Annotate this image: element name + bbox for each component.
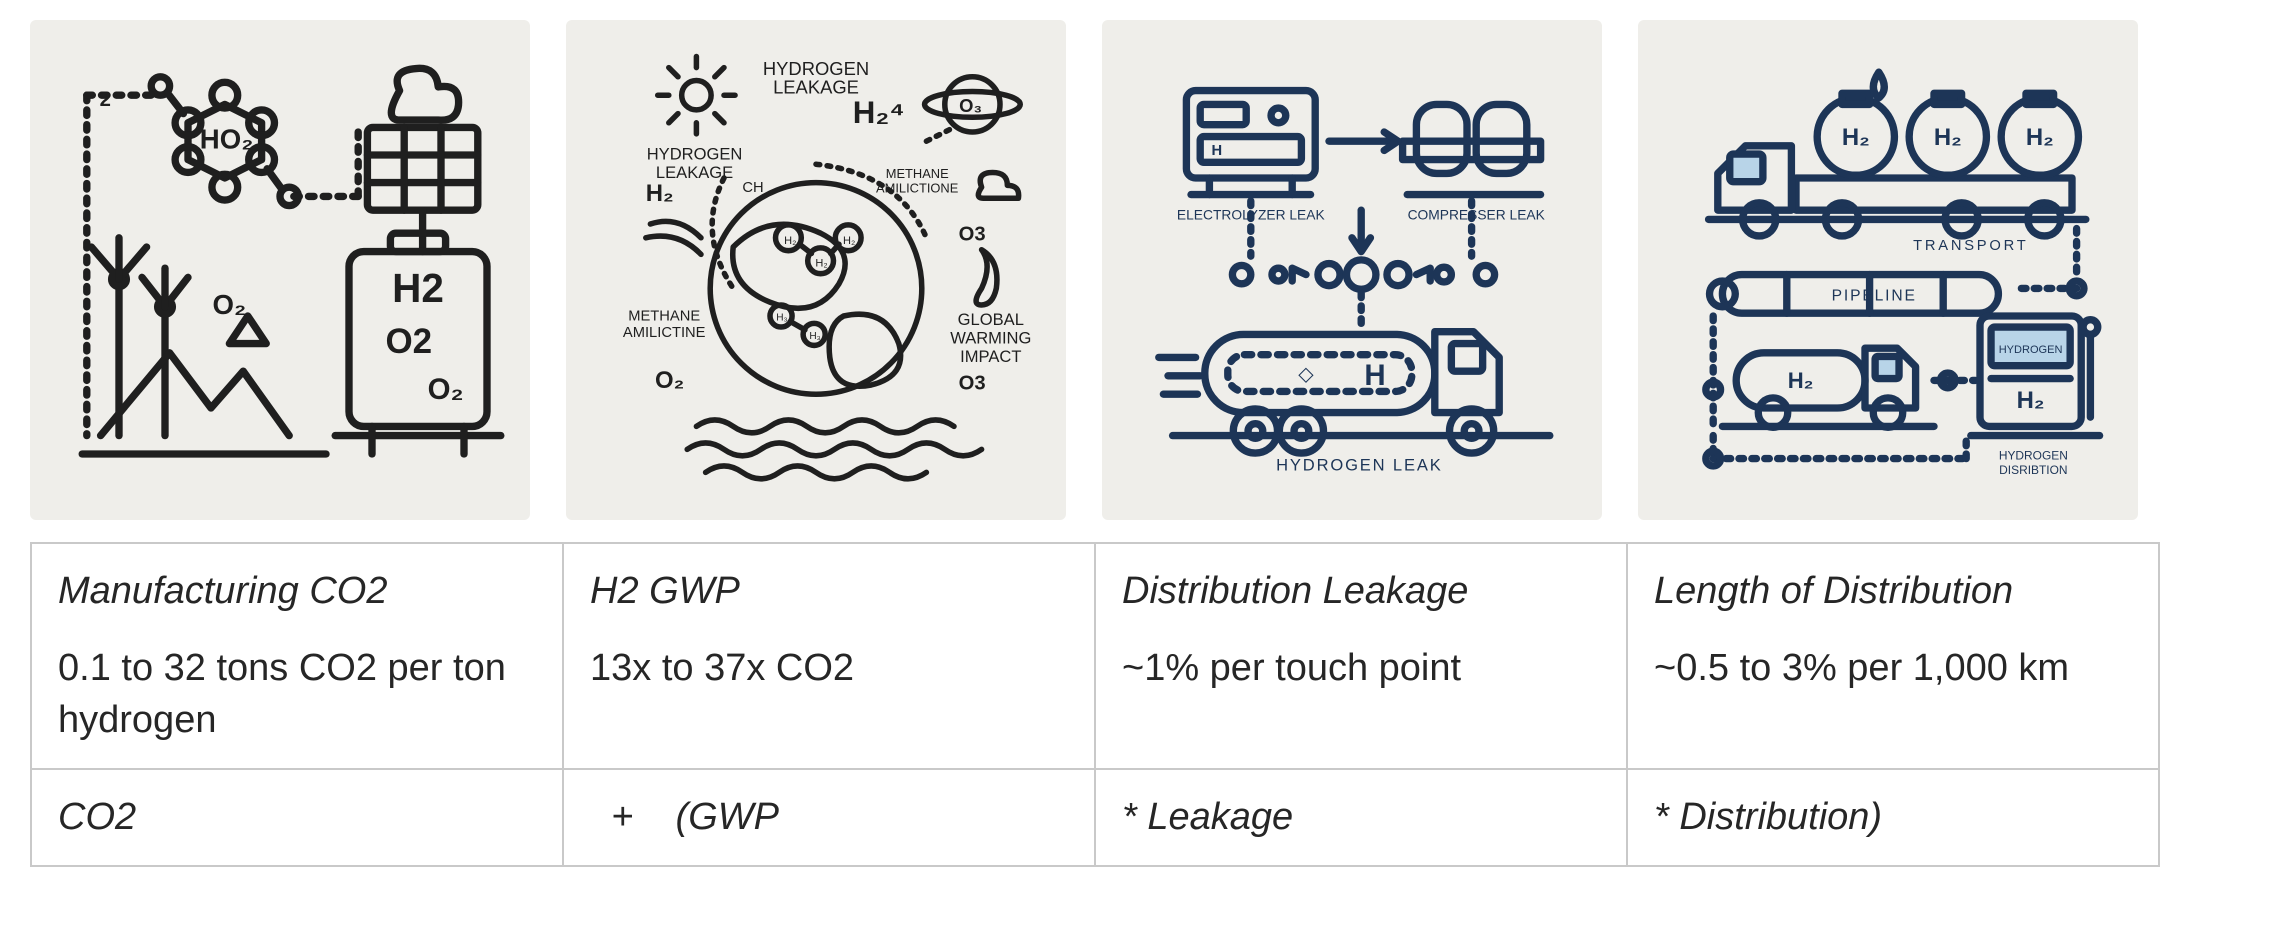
value-0: 0.1 to 32 tons CO2 per ton hydrogen xyxy=(58,643,536,746)
svg-text:O3: O3 xyxy=(959,224,986,246)
svg-text:H: H xyxy=(1364,359,1385,392)
svg-text:AMILICTINE: AMILICTINE xyxy=(623,325,706,341)
formula-1: + (GWP xyxy=(563,769,1095,866)
card-distribution: H₂ H₂ H₂ H₂ H₂ TRANSPORT PIPELINE HYDROG… xyxy=(1638,20,2138,520)
cell-1: H2 GWP 13x to 37x CO2 xyxy=(563,543,1095,769)
label-3: Length of Distribution xyxy=(1654,566,2132,617)
svg-text:METHANE: METHANE xyxy=(628,309,700,325)
svg-text:H₂: H₂ xyxy=(1788,368,1814,393)
svg-text:PIPELINE: PIPELINE xyxy=(1832,287,1917,304)
info-table: Manufacturing CO2 0.1 to 32 tons CO2 per… xyxy=(30,542,2160,867)
svg-text:LEAKAGE: LEAKAGE xyxy=(773,76,859,97)
svg-text:METHANE: METHANE xyxy=(886,166,949,181)
cell-0: Manufacturing CO2 0.1 to 32 tons CO2 per… xyxy=(31,543,563,769)
svg-text:COMPRESSER LEAK: COMPRESSER LEAK xyxy=(1408,207,1546,222)
svg-text:CH: CH xyxy=(742,180,763,196)
svg-text:H₃: H₃ xyxy=(809,331,820,342)
distribution-icon: H₂ H₂ H₂ H₂ H₂ TRANSPORT PIPELINE HYDROG… xyxy=(1658,40,2118,500)
svg-text:H₂: H₂ xyxy=(646,180,674,207)
svg-text:2: 2 xyxy=(100,89,111,111)
value-1: 13x to 37x CO2 xyxy=(590,643,1068,694)
svg-text:H2: H2 xyxy=(392,265,444,311)
row-main: Manufacturing CO2 0.1 to 32 tons CO2 per… xyxy=(31,543,2159,769)
cell-3: Length of Distribution ~0.5 to 3% per 1,… xyxy=(1627,543,2159,769)
svg-text:O3: O3 xyxy=(959,373,986,395)
value-2: ~1% per touch point xyxy=(1122,643,1600,694)
svg-text:H₃: H₃ xyxy=(776,313,787,324)
formula-0: CO2 xyxy=(31,769,563,866)
svg-text:H₂: H₂ xyxy=(815,257,827,269)
svg-text:AMILICTIONE: AMILICTIONE xyxy=(876,181,959,196)
svg-text:H₂: H₂ xyxy=(1934,124,1962,151)
svg-text:O₂: O₂ xyxy=(428,373,464,406)
svg-text:O₃: O₃ xyxy=(959,95,982,116)
row-formula: CO2 + (GWP * Leakage * Distribution) xyxy=(31,769,2159,866)
gwp-icon: HYDROGEN LEAKAGE HYDROGEN LEAKAGE H₂⁴ H₂… xyxy=(586,40,1046,500)
svg-text:TRANSPORT: TRANSPORT xyxy=(1913,238,2028,254)
formula-3: * Distribution) xyxy=(1627,769,2159,866)
svg-text:HYDROGEN LEAK: HYDROGEN LEAK xyxy=(1276,456,1442,475)
card-leakage: ELECTROLYZER LEAK COMPRESSER LEAK HYDROG… xyxy=(1102,20,1602,520)
svg-text:H₂: H₂ xyxy=(2026,124,2054,151)
svg-text:DISRIBTION: DISRIBTION xyxy=(1999,463,2067,477)
svg-text:HYDROGEN: HYDROGEN xyxy=(647,145,743,164)
svg-text:GLOBAL: GLOBAL xyxy=(958,310,1024,329)
manufacturing-icon: 2 HO₂ H2 O2 O₂ O₂ xyxy=(50,40,510,500)
label-2: Distribution Leakage xyxy=(1122,566,1600,617)
cell-2: Distribution Leakage ~1% per touch point xyxy=(1095,543,1627,769)
label-0: Manufacturing CO2 xyxy=(58,566,536,617)
svg-text:H: H xyxy=(1211,143,1222,159)
svg-text:O₂: O₂ xyxy=(213,289,247,320)
svg-text:◇: ◇ xyxy=(1298,363,1314,385)
svg-text:IMPACT: IMPACT xyxy=(960,347,1021,366)
svg-text:HYDROGEN: HYDROGEN xyxy=(1999,449,2068,463)
svg-text:H₂: H₂ xyxy=(1842,124,1870,151)
card-gwp: HYDROGEN LEAKAGE HYDROGEN LEAKAGE H₂⁴ H₂… xyxy=(566,20,1066,520)
svg-text:H₂: H₂ xyxy=(784,235,796,247)
leakage-icon: ELECTROLYZER LEAK COMPRESSER LEAK HYDROG… xyxy=(1122,40,1582,500)
svg-text:O₂: O₂ xyxy=(655,367,684,394)
svg-text:HYDROGEN: HYDROGEN xyxy=(1999,344,2063,356)
svg-text:O2: O2 xyxy=(385,322,432,361)
svg-text:WARMING: WARMING xyxy=(950,329,1031,348)
svg-text:H₂: H₂ xyxy=(843,235,855,247)
formula-2: * Leakage xyxy=(1095,769,1627,866)
svg-text:HO₂: HO₂ xyxy=(200,124,254,155)
svg-text:H₂: H₂ xyxy=(2017,387,2045,414)
svg-text:ELECTROLYZER LEAK: ELECTROLYZER LEAK xyxy=(1177,207,1326,222)
card-manufacturing: 2 HO₂ H2 O2 O₂ O₂ xyxy=(30,20,530,520)
icon-row: 2 HO₂ H2 O2 O₂ O₂ xyxy=(30,20,2244,520)
label-1: H2 GWP xyxy=(590,566,1068,617)
value-3: ~0.5 to 3% per 1,000 km xyxy=(1654,643,2132,694)
svg-text:H₂⁴: H₂⁴ xyxy=(853,95,905,130)
